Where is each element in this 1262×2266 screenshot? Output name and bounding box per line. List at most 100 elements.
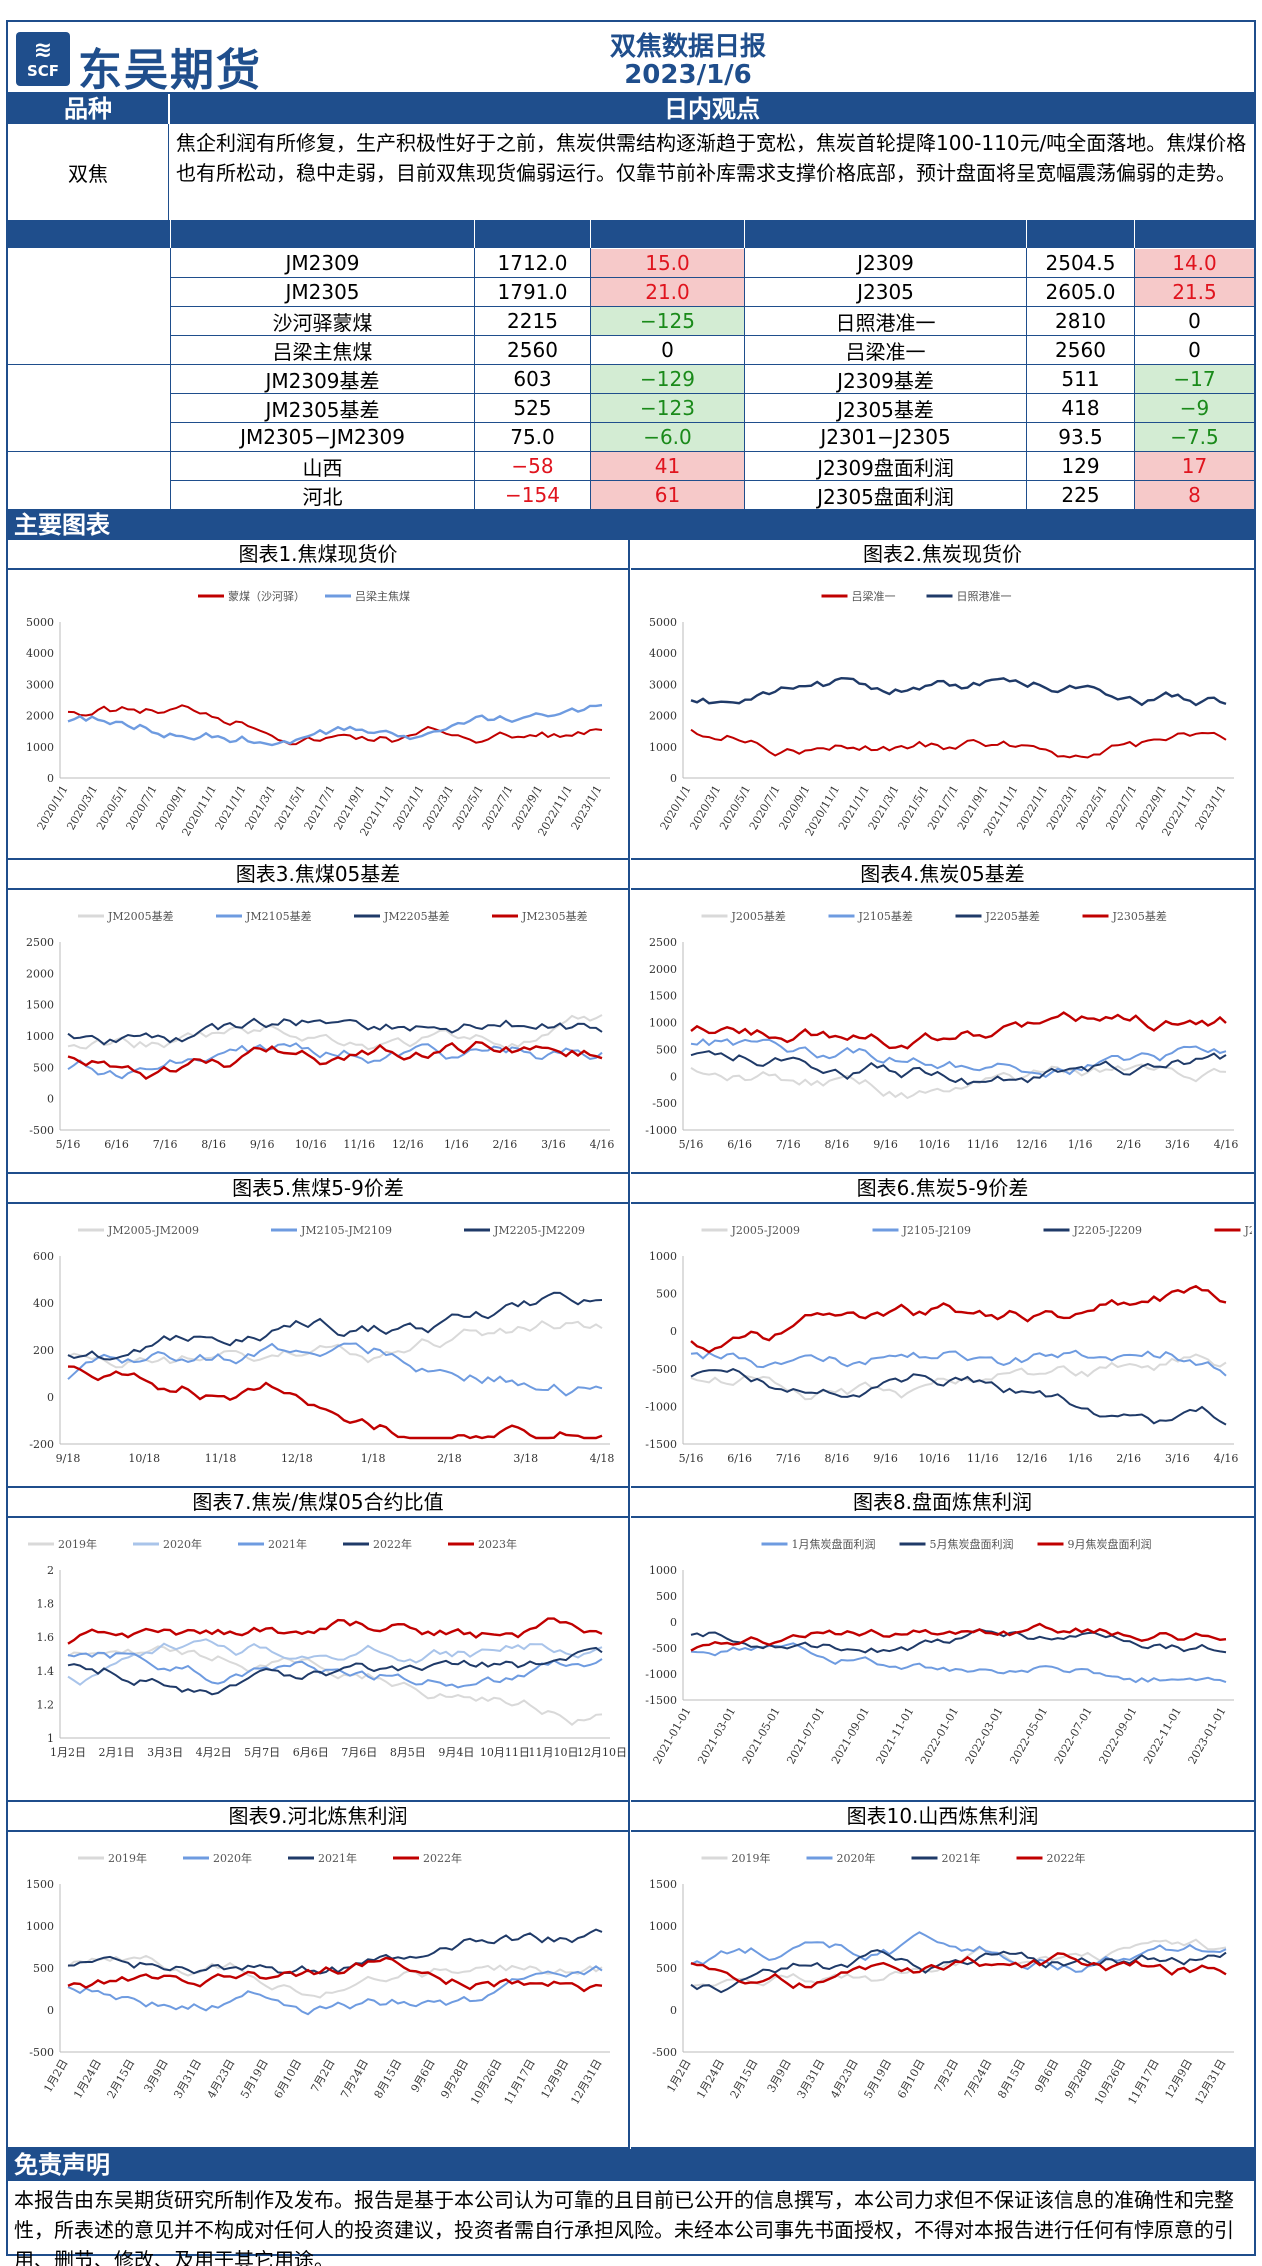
x-tick-label: 4/16	[590, 1138, 615, 1151]
legend-item: 2023年	[448, 1537, 517, 1551]
series-line	[690, 1368, 1227, 1426]
chart-title: 图表10.山西炼焦利润	[631, 1802, 1254, 1832]
x-tick-label: 1月2日	[50, 1746, 86, 1759]
y-tick-label: 500	[33, 1061, 54, 1074]
table-cell: J2305盘面利润	[817, 484, 954, 509]
legend-item: JM2305基差	[492, 909, 588, 923]
x-tick-label: 2月15日	[728, 2057, 761, 2101]
x-tick-label: 3月9日	[141, 2057, 170, 2095]
x-tick-label: 2/16	[1116, 1452, 1141, 1465]
x-tick-label: 11月17日	[1125, 2057, 1161, 2107]
variety-name: 双焦	[68, 161, 108, 186]
table-cell: 15.0	[591, 249, 744, 277]
x-tick-label: 2/16	[493, 1138, 518, 1151]
legend-item: J2205-J2209	[1043, 1224, 1143, 1237]
y-tick-label: 500	[33, 1962, 54, 1975]
table-header	[1135, 220, 1254, 248]
table-cell: −125	[591, 307, 744, 335]
logo-abbr: SCF	[26, 62, 60, 80]
svg-text:2020年: 2020年	[837, 1851, 876, 1865]
table-cell: 525	[513, 396, 552, 420]
x-tick-label: 5月7日	[244, 1746, 280, 1759]
table-cell: JM2309基差	[265, 368, 380, 393]
series-line	[67, 1954, 603, 1999]
y-tick-label: 1.6	[37, 1631, 55, 1644]
table-header	[8, 220, 170, 248]
x-tick-label: 3月31日	[795, 2057, 828, 2101]
chart-2: 图表2.焦炭现货价 吕梁准一 日照港准一 5000 4000 3000 2000 1000 0 2…	[631, 540, 1254, 860]
x-tick-label: 7月2日	[308, 2057, 337, 2095]
y-tick-label: 2500	[649, 936, 677, 949]
x-tick-label: 9/18	[56, 1452, 81, 1465]
svg-text:J2205-J2209: J2205-J2209	[1073, 1224, 1143, 1237]
x-tick-label: 4月23日	[205, 2057, 238, 2101]
y-tick-label: 2000	[649, 963, 677, 976]
table-header	[745, 220, 1026, 248]
chart-10: 图表10.山西炼焦利润 2019年 2020年 2021年 2022年 1500 1000 5…	[631, 1802, 1254, 2149]
intraday-view-text: 焦企利润有所修复，生产积极性好于之前，焦炭供需结构逐渐趋于宽松，焦炭首轮提降10…	[176, 131, 1247, 185]
svg-text:JM2205-JM2209: JM2205-JM2209	[493, 1224, 585, 1237]
x-tick-label: 5/16	[679, 1138, 704, 1151]
y-tick-label: 1.8	[37, 1598, 55, 1611]
svg-text:2021年: 2021年	[942, 1851, 981, 1865]
y-tick-label: 0	[670, 2004, 677, 2017]
svg-text:J2005-J2009: J2005-J2009	[731, 1224, 801, 1237]
y-tick-label: 2000	[649, 710, 677, 723]
series-line	[67, 1638, 603, 1686]
series-line	[690, 1050, 1227, 1086]
y-tick-label: -1000	[645, 1400, 677, 1413]
y-tick-label: 3000	[649, 678, 677, 691]
svg-text:JM2005-JM2009: JM2005-JM2009	[107, 1224, 199, 1237]
table-cell: 129	[1061, 454, 1100, 478]
x-tick-label: 5/16	[56, 1138, 81, 1151]
y-tick-label: 1000	[649, 1920, 677, 1933]
svg-text:JM2305基差: JM2305基差	[521, 909, 588, 923]
svg-text:2022年: 2022年	[1047, 1851, 1086, 1865]
x-tick-label: 11/16	[967, 1452, 999, 1465]
x-tick-label: 10/16	[295, 1138, 327, 1151]
table-cell: J2301−J2305	[820, 425, 951, 449]
series-line	[690, 1353, 1227, 1401]
legend-item: J2305-J2309	[1214, 1224, 1252, 1237]
x-tick-label: 12月31日	[1192, 2057, 1228, 2107]
chart-plot: 2019年 2020年 2021年 2022年 1500 1000 500 0 -5001月2日…	[26, 1851, 610, 2107]
svg-text:蒙煤（沙河驿）: 蒙煤（沙河驿）	[228, 590, 305, 603]
chart-title: 图表6.焦炭5-9价差	[631, 1174, 1254, 1204]
legend-item: JM2205-JM2209	[464, 1224, 585, 1237]
legend-item: 2020年	[806, 1851, 876, 1865]
table-cell: 山西	[302, 455, 343, 480]
x-tick-label: 2/18	[437, 1452, 462, 1465]
svg-text:日照港准一: 日照港准一	[957, 590, 1012, 603]
legend-item: JM2005基差	[78, 909, 174, 923]
x-tick-label: 3月9日	[765, 2057, 794, 2095]
y-tick-label: 1000	[649, 741, 677, 754]
report-frame: ≋ SCF 东吴期货 双焦数据日报 2023/1/6 品种 日内观点 双焦 焦企…	[6, 20, 1256, 2266]
table-header	[475, 220, 590, 248]
x-tick-label: 8/16	[201, 1138, 226, 1151]
x-tick-label: 1月24日	[71, 2057, 104, 2101]
chart-plot: 2019年 2020年 2021年 2022年 1500 1000 500 0 -5001月2日…	[649, 1851, 1234, 2107]
table-cell: 225	[1061, 483, 1100, 507]
table-cell: 0	[1188, 309, 1201, 333]
svg-text:2020年: 2020年	[163, 1537, 202, 1551]
chart-plot: 蒙煤（沙河驿） 吕梁主焦煤5000400030002000100002020/1/…	[26, 589, 610, 838]
series-line	[690, 1628, 1227, 1654]
table-cell: −129	[591, 365, 744, 393]
svg-text:1月焦炭盘面利润: 1月焦炭盘面利润	[792, 1537, 876, 1551]
legend-item: 2022年	[393, 1851, 462, 1865]
y-tick-label: 1500	[649, 1878, 677, 1891]
x-tick-label: 6月10日	[895, 2057, 928, 2101]
x-tick-label: 2022-09-01	[1096, 1705, 1139, 1766]
chart-plot: 吕梁准一 日照港准一5000400030002000100002020/1/120…	[649, 589, 1234, 838]
table-cell: 418	[1061, 396, 1100, 420]
y-tick-label: 5000	[26, 616, 54, 629]
table-cell: 0	[661, 338, 674, 362]
legend-item: 吕梁主焦煤	[325, 589, 410, 603]
series-line	[690, 1284, 1227, 1354]
x-tick-label: 12/16	[1016, 1138, 1048, 1151]
legend-item: 1月焦炭盘面利润	[761, 1537, 876, 1551]
x-tick-label: 10/16	[918, 1452, 950, 1465]
svg-text:5月焦炭盘面利润: 5月焦炭盘面利润	[930, 1537, 1014, 1551]
legend-item: 2022年	[1016, 1851, 1086, 1865]
table-cell: J2305基差	[837, 397, 934, 422]
